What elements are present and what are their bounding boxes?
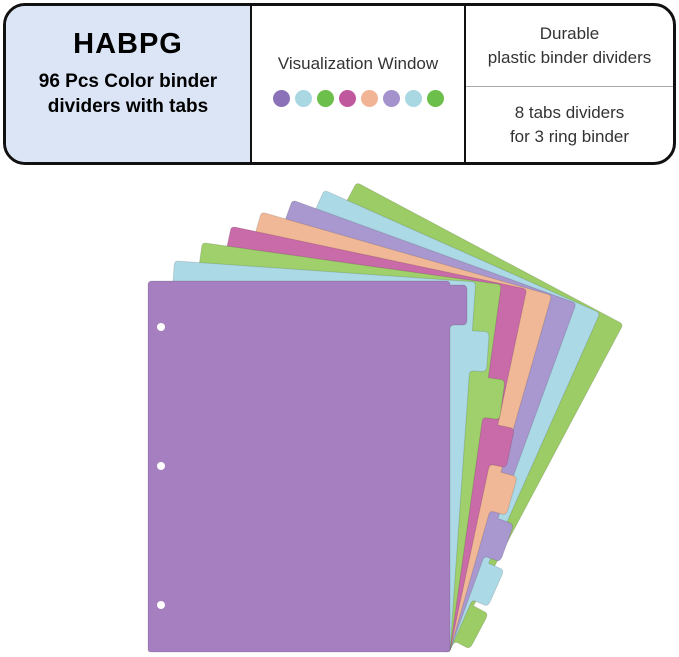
feature-text: plastic binder dividers [487, 48, 652, 67]
brand-name: HABPG [73, 28, 183, 60]
color-dots [252, 90, 464, 107]
divider-body-with-tab [147, 280, 468, 653]
subtitle-line: dividers with tabs [47, 96, 209, 117]
color-dot [272, 90, 290, 107]
color-dot [404, 90, 422, 107]
ring-hole [157, 601, 165, 609]
color-dot [294, 90, 312, 107]
color-dot [382, 90, 400, 107]
info-banner: HABPG 96 Pcs Color binder dividers with … [3, 3, 676, 165]
visualization-panel: Visualization Window [252, 6, 466, 162]
product-subtitle: 96 Pcs Color binder dividers with tabs [6, 69, 250, 119]
color-dot [338, 90, 356, 107]
ring-hole [157, 462, 165, 470]
feature-durable: Durable plastic binder dividers [466, 6, 673, 87]
color-dot [360, 90, 378, 107]
brand-panel: HABPG 96 Pcs Color binder dividers with … [6, 6, 252, 162]
color-dot [426, 90, 444, 107]
features-panel: Durable plastic binder dividers 8 tabs d… [466, 6, 673, 162]
feature-text: for 3 ring binder [509, 126, 630, 146]
feature-tabs: 8 tabs dividers for 3 ring binder [466, 87, 673, 162]
subtitle-line: 96 Pcs Color binder [38, 71, 218, 92]
visualization-label: Visualization Window [277, 54, 439, 73]
color-dot [316, 90, 334, 107]
feature-text: Durable [539, 24, 600, 43]
feature-text: 8 tabs dividers [514, 102, 625, 122]
divider-sheet [147, 280, 468, 653]
ring-hole [157, 323, 165, 331]
